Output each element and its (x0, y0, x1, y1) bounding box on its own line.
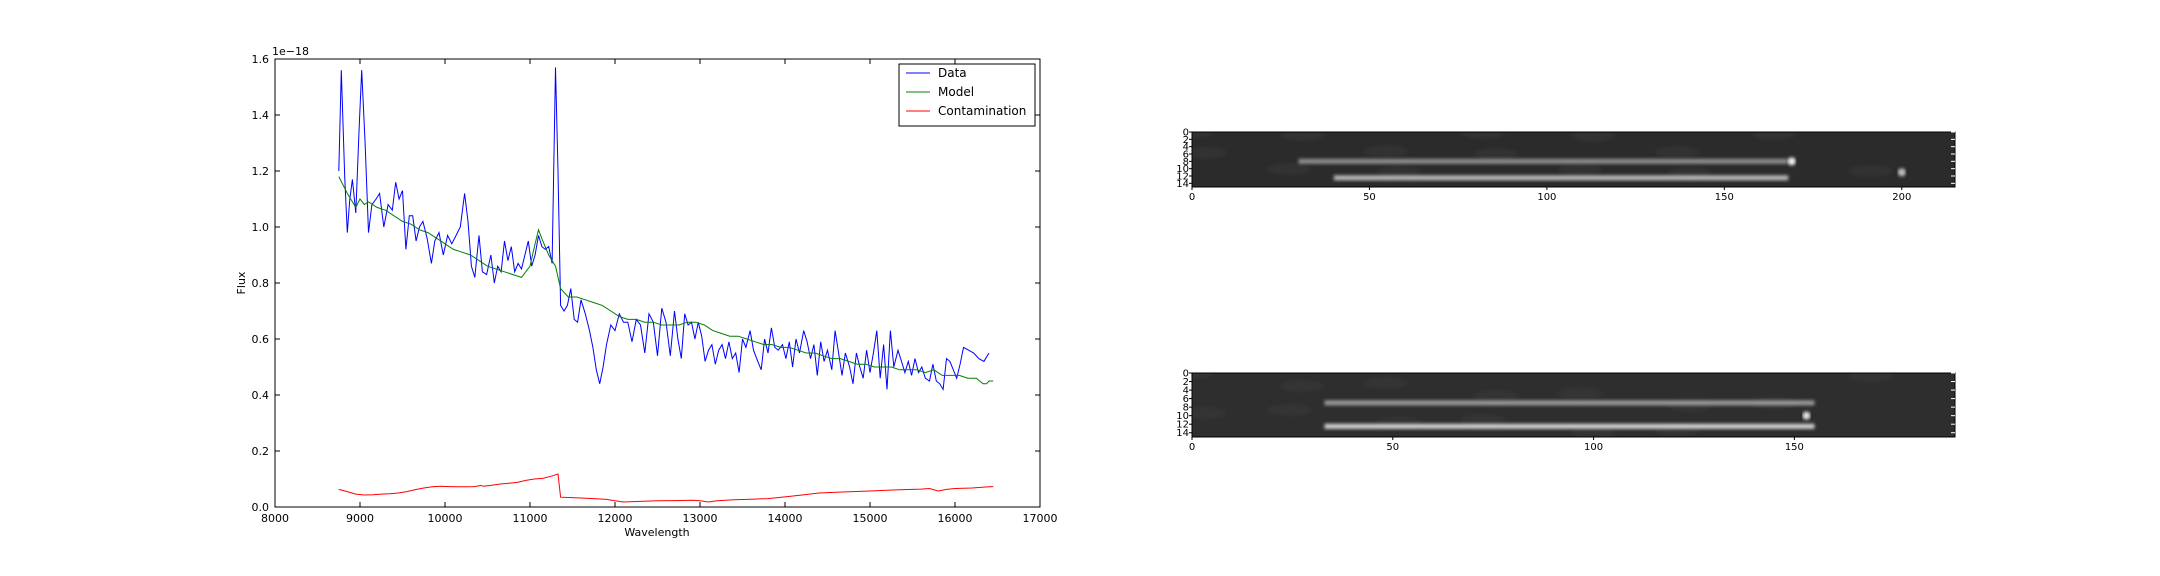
y-tick-label: 0.6 (252, 333, 270, 346)
noise-patch (1558, 387, 1602, 399)
x-tick-label: 15000 (853, 512, 888, 525)
noise-patch (1571, 132, 1615, 142)
y-tick-label: 0.0 (252, 501, 270, 514)
legend-box (898, 63, 1036, 127)
y-tick-label: 1.2 (252, 165, 270, 178)
x-axis-label: Wavelength (624, 526, 689, 539)
image-y-tick-label: 8 (1183, 403, 1189, 414)
noise-patch (1752, 132, 1796, 140)
image-x-tick-label: 50 (1386, 442, 1399, 453)
image-y-tick-label: 14 (1176, 428, 1189, 439)
legend-label-data: Data (938, 66, 967, 80)
y-tick-label: 1.4 (252, 109, 270, 122)
image-top-content (1192, 132, 1906, 181)
noise-patch (1192, 373, 1214, 379)
image-bottom-frame (1191, 372, 1956, 438)
y-offset-label: 1e−18 (272, 45, 309, 58)
bright-spot (1787, 157, 1796, 166)
x-tick-label: 8000 (261, 512, 289, 525)
bright-spot (1897, 168, 1906, 177)
image-bottom-content (1192, 373, 1893, 437)
spectral-trace (1333, 175, 1789, 181)
series-line-contamination (338, 473, 994, 503)
image-y-tick-label: 6 (1183, 394, 1189, 405)
x-tick-label: 13000 (683, 512, 718, 525)
noise-patch (1849, 165, 1893, 177)
image-x-tick-label: 150 (1785, 442, 1804, 453)
spectral-trace (1324, 400, 1815, 406)
noise-patch (1192, 407, 1227, 419)
image-y-tick-label: 12 (1176, 420, 1189, 431)
image-x-tick-label: 100 (1537, 192, 1556, 203)
image-y-tick-label: 14 (1176, 179, 1189, 190)
spectral-trace (1298, 158, 1789, 164)
image-y-tick-label: 8 (1183, 157, 1189, 168)
image-y-tick-label: 6 (1183, 150, 1189, 161)
spectrum-chart: 8000 9000 10000 11000 12000 13000 14000 15000 16… (235, 45, 1058, 539)
image-x-tick-label: 0 (1189, 442, 1195, 453)
y-tick-label: 1.0 (252, 221, 270, 234)
noise-patch (1267, 404, 1311, 416)
image-x-tick-label: 50 (1363, 192, 1376, 203)
image-x-tick-label: 200 (1892, 192, 1911, 203)
spectrum-plot-area (274, 58, 1041, 508)
image-y-tick-label: 2 (1183, 135, 1189, 146)
x-tick-label: 12000 (598, 512, 633, 525)
image-y-tick-label: 12 (1176, 172, 1189, 183)
spectrum-x-ticks: 8000 9000 10000 11000 12000 13000 14000 15000 16… (261, 59, 1058, 525)
series-line-model (338, 176, 994, 385)
bright-spot (1802, 411, 1811, 420)
spectral-trace (1324, 423, 1815, 429)
legend-label-contamination: Contamination (938, 104, 1026, 118)
image-x-tick-label: 150 (1715, 192, 1734, 203)
series-line-data (338, 67, 990, 391)
y-tick-label: 0.2 (252, 445, 270, 458)
x-tick-label: 11000 (513, 512, 548, 525)
x-tick-label: 14000 (768, 512, 803, 525)
noise-patch (1571, 427, 1615, 437)
noise-patch (1364, 145, 1408, 157)
image-x-tick-label: 0 (1189, 192, 1195, 203)
y-tick-label: 0.8 (252, 277, 270, 290)
spectrum-series-group (338, 67, 994, 503)
legend: Data Model Contamination (898, 63, 1036, 127)
image-y-tick-label: 4 (1183, 142, 1189, 153)
noise-patch (1280, 132, 1324, 141)
y-axis-label: Flux (235, 271, 248, 294)
x-tick-label: 17000 (1023, 512, 1058, 525)
x-tick-label: 16000 (938, 512, 973, 525)
noise-patch (1558, 164, 1602, 176)
x-tick-label: 9000 (346, 512, 374, 525)
image-y-tick-label: 0 (1183, 128, 1189, 139)
noise-patch (1849, 373, 1893, 382)
noise-patch (1192, 132, 1214, 138)
image-top-frame (1191, 131, 1956, 188)
legend-label-model: Model (938, 85, 974, 99)
noise-patch (1474, 148, 1518, 160)
noise-patch (1474, 390, 1518, 402)
noise-patch (1461, 414, 1505, 426)
image-y-tick-label: 2 (1183, 377, 1189, 388)
noise-patch (1461, 132, 1505, 139)
image-y-tick-label: 0 (1183, 369, 1189, 380)
x-tick-label: 10000 (428, 512, 463, 525)
spectrum-y-ticks: 0.0 0.2 0.4 0.6 0.8 1.0 1.2 1.4 1.6 (252, 53, 1040, 514)
image-y-tick-label: 10 (1176, 411, 1189, 422)
image-x-tick-label: 100 (1584, 442, 1603, 453)
image-y-tick-label: 10 (1176, 164, 1189, 175)
noise-patch (1267, 163, 1311, 175)
noise-patch (1655, 146, 1699, 158)
noise-patch (1280, 380, 1324, 392)
y-tick-label: 0.4 (252, 389, 270, 402)
noise-patch (1192, 147, 1227, 159)
y-tick-label: 1.6 (252, 53, 270, 66)
image-y-tick-label: 4 (1183, 386, 1189, 397)
noise-patch (1377, 166, 1421, 178)
noise-patch (1364, 377, 1408, 389)
